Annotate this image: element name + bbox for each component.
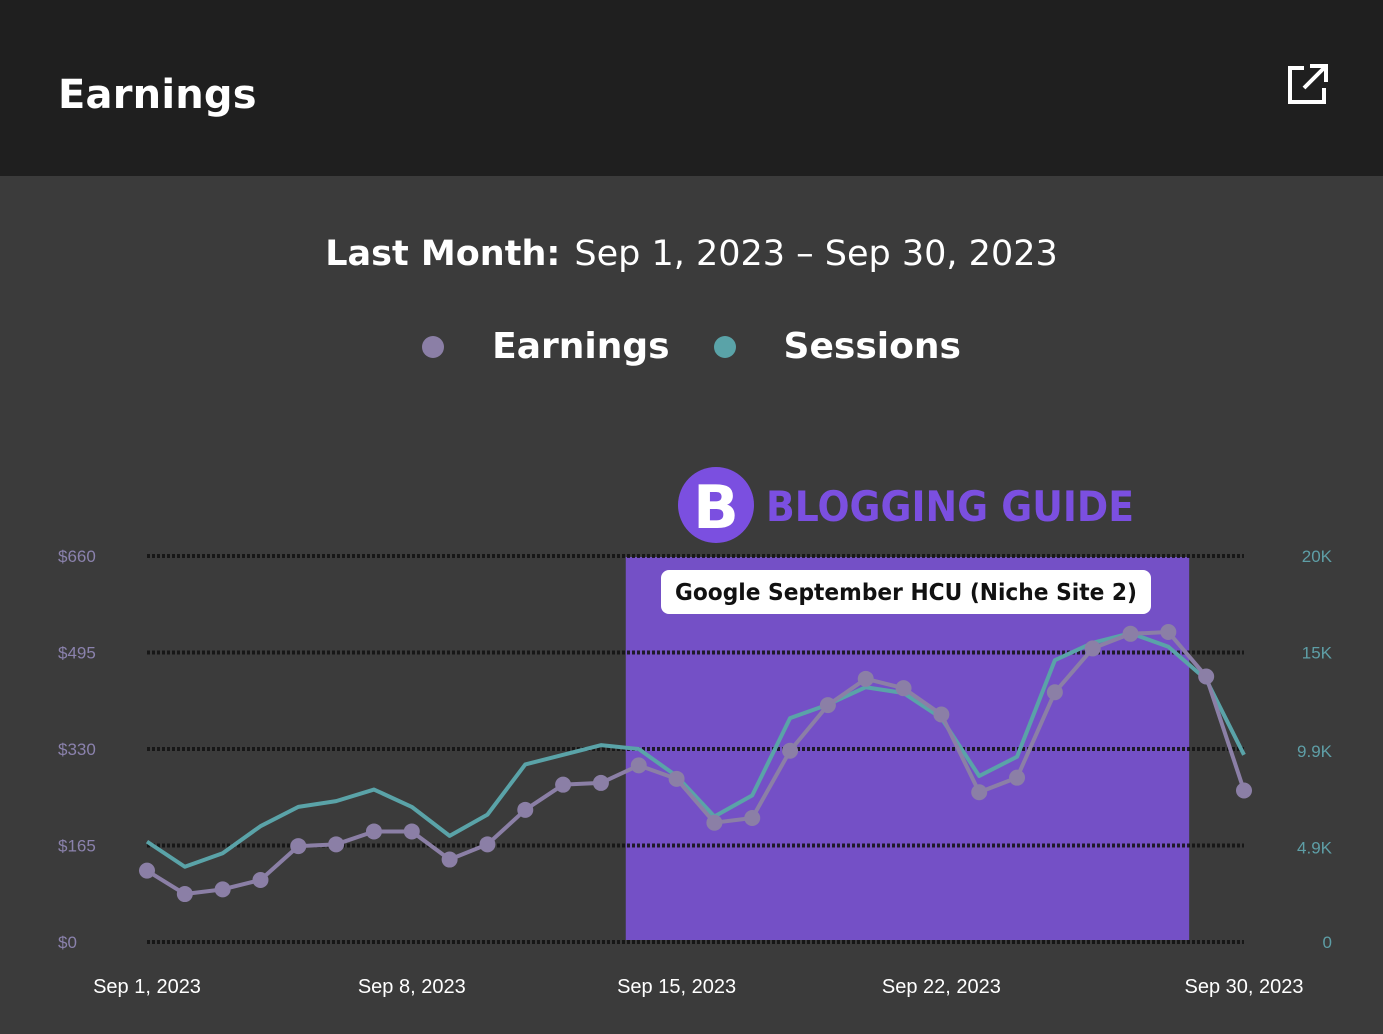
y-left-tick-label: $0 [58,933,77,952]
x-tick-label: Sep 8, 2023 [358,976,466,998]
earnings-point [744,810,761,827]
earnings-point [857,670,874,687]
y-left-tick-label: $495 [58,644,96,663]
earnings-point [479,836,496,853]
hcu-annotation-label: Google September HCU (Niche Site 2) [675,580,1137,606]
x-tick-label: Sep 1, 2023 [93,976,201,998]
earnings-point [1160,624,1177,641]
period-range: Sep 1, 2023 – Sep 30, 2023 [574,234,1058,274]
legend-item-earnings[interactable]: Earnings [422,326,670,367]
y-right-tick-label: 20K [1302,547,1333,566]
earnings-point [1236,782,1252,799]
earnings-point [139,862,155,879]
earnings-point [782,742,799,759]
x-tick-label: Sep 22, 2023 [882,976,1001,998]
date-range: Last Month: Sep 1, 2023 – Sep 30, 2023 [0,234,1383,274]
earnings-point [1122,625,1139,642]
y-left-tick-label: $330 [58,740,96,759]
x-tick-label: Sep 30, 2023 [1185,976,1304,998]
earnings-point [214,881,231,898]
earnings-point [933,706,950,723]
earnings-point [895,680,912,697]
earnings-point [365,823,382,840]
open-external-icon [1288,64,1328,104]
earnings-point [1084,640,1101,657]
earnings-point [555,776,572,793]
earnings-point [971,784,988,801]
hcu-annotation-box [661,570,1151,614]
earnings-point [592,774,609,791]
y-left-tick-label: $165 [58,837,96,856]
y-right-tick-label: 0 [1323,933,1332,952]
chart-legend: Earnings Sessions [0,326,1383,367]
header-bar: Earnings [0,0,1383,176]
sessions-legend-marker [713,335,736,358]
blogging-guide-logo-letter: B [693,473,739,543]
earnings-point [819,697,836,714]
legend-label-earnings: Earnings [492,326,670,367]
open-external-button[interactable] [1282,60,1332,110]
earnings-point [290,838,307,855]
earnings-point [403,823,420,840]
earnings-point [517,801,534,818]
y-right-tick-label: 9.9K [1297,742,1333,761]
page-title: Earnings [58,72,257,118]
earnings-point [252,872,269,889]
legend-item-sessions[interactable]: Sessions [713,326,961,367]
sessions-line [145,631,1246,869]
earnings-point [441,851,458,868]
legend-label-sessions: Sessions [783,326,961,367]
x-tick-label: Sep 15, 2023 [617,976,736,998]
blogging-guide-watermark-text: BLOGGING GUIDE [766,482,1134,531]
y-right-tick-label: 4.9K [1297,838,1333,857]
earnings-point [1009,769,1026,786]
earnings-point [1046,684,1063,701]
earnings-point [176,886,193,903]
earnings-point [668,770,685,787]
earnings-point [630,757,647,774]
period-label: Last Month: [325,234,561,274]
y-right-tick-label: 15K [1302,644,1333,663]
y-left-tick-label: $660 [58,547,96,566]
earnings-point [1198,668,1215,685]
earnings-point [328,836,345,853]
blogging-guide-logo-circle [678,467,754,543]
earnings-point [706,814,723,831]
earnings-legend-marker [422,335,445,358]
